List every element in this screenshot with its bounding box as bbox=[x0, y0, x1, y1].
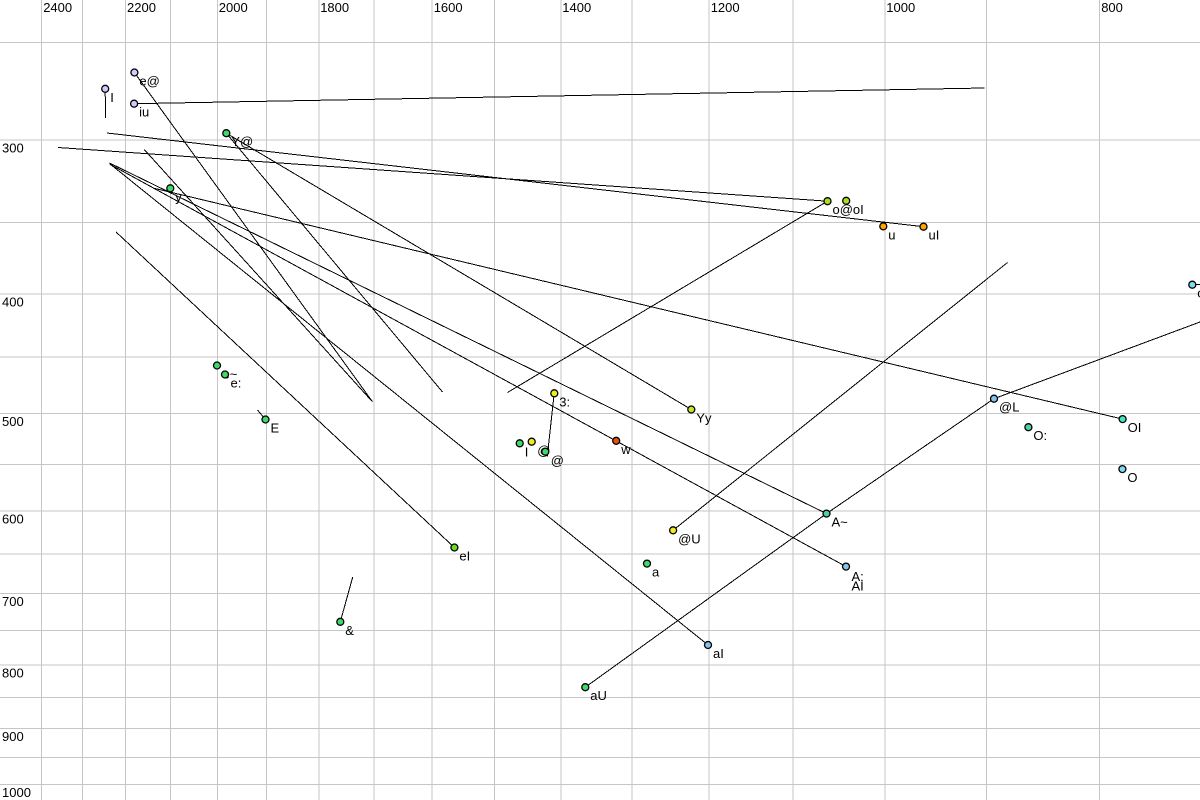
svg-text:2200: 2200 bbox=[127, 0, 156, 15]
svg-text:O:: O: bbox=[1033, 428, 1047, 443]
svg-text:aU: aU bbox=[590, 688, 607, 703]
svg-text:e:: e: bbox=[231, 376, 242, 391]
svg-text:1000: 1000 bbox=[2, 785, 31, 800]
svg-text:1400: 1400 bbox=[562, 0, 591, 15]
svg-text:o: o bbox=[1197, 286, 1200, 301]
svg-text:@: @ bbox=[551, 453, 564, 468]
svg-text:Yy: Yy bbox=[696, 411, 712, 426]
svg-text:E: E bbox=[271, 421, 280, 436]
svg-text:@U: @U bbox=[678, 531, 701, 546]
svg-text:700: 700 bbox=[2, 594, 24, 609]
svg-text:1600: 1600 bbox=[434, 0, 463, 15]
svg-text:A~: A~ bbox=[832, 515, 849, 530]
svg-text:aI: aI bbox=[713, 646, 724, 661]
svg-text:Y@: Y@ bbox=[231, 134, 253, 149]
svg-text:&: & bbox=[345, 623, 354, 638]
svg-text:I: I bbox=[525, 444, 529, 459]
svg-text:a: a bbox=[652, 565, 660, 580]
svg-text:AI: AI bbox=[852, 579, 864, 594]
svg-text:w: w bbox=[620, 442, 631, 457]
svg-text:I: I bbox=[110, 90, 114, 105]
svg-text:y: y bbox=[175, 189, 182, 204]
svg-text:O: O bbox=[1127, 470, 1137, 485]
svg-text:500: 500 bbox=[2, 414, 24, 429]
svg-text:1200: 1200 bbox=[711, 0, 740, 15]
svg-text:iu: iu bbox=[139, 105, 149, 120]
svg-text:uI: uI bbox=[929, 228, 940, 243]
svg-text:900: 900 bbox=[2, 729, 24, 744]
svg-text:eI: eI bbox=[459, 549, 470, 564]
svg-text:2000: 2000 bbox=[219, 0, 248, 15]
svg-text:o@oI: o@oI bbox=[833, 202, 864, 217]
svg-text:3:: 3: bbox=[559, 394, 570, 409]
svg-text:600: 600 bbox=[2, 512, 24, 527]
svg-text:800: 800 bbox=[1101, 0, 1123, 15]
svg-text:400: 400 bbox=[2, 295, 24, 310]
svg-text:800: 800 bbox=[2, 666, 24, 681]
svg-text:@L: @L bbox=[999, 400, 1019, 415]
svg-text:u: u bbox=[888, 227, 895, 242]
svg-text:1800: 1800 bbox=[320, 0, 349, 15]
svg-text:300: 300 bbox=[2, 141, 24, 156]
svg-text:2400: 2400 bbox=[43, 0, 72, 15]
svg-text:1000: 1000 bbox=[886, 0, 915, 15]
svg-text:e@: e@ bbox=[139, 74, 159, 89]
svg-text:OI: OI bbox=[1128, 420, 1142, 435]
svg-text:A:: A: bbox=[852, 569, 864, 584]
